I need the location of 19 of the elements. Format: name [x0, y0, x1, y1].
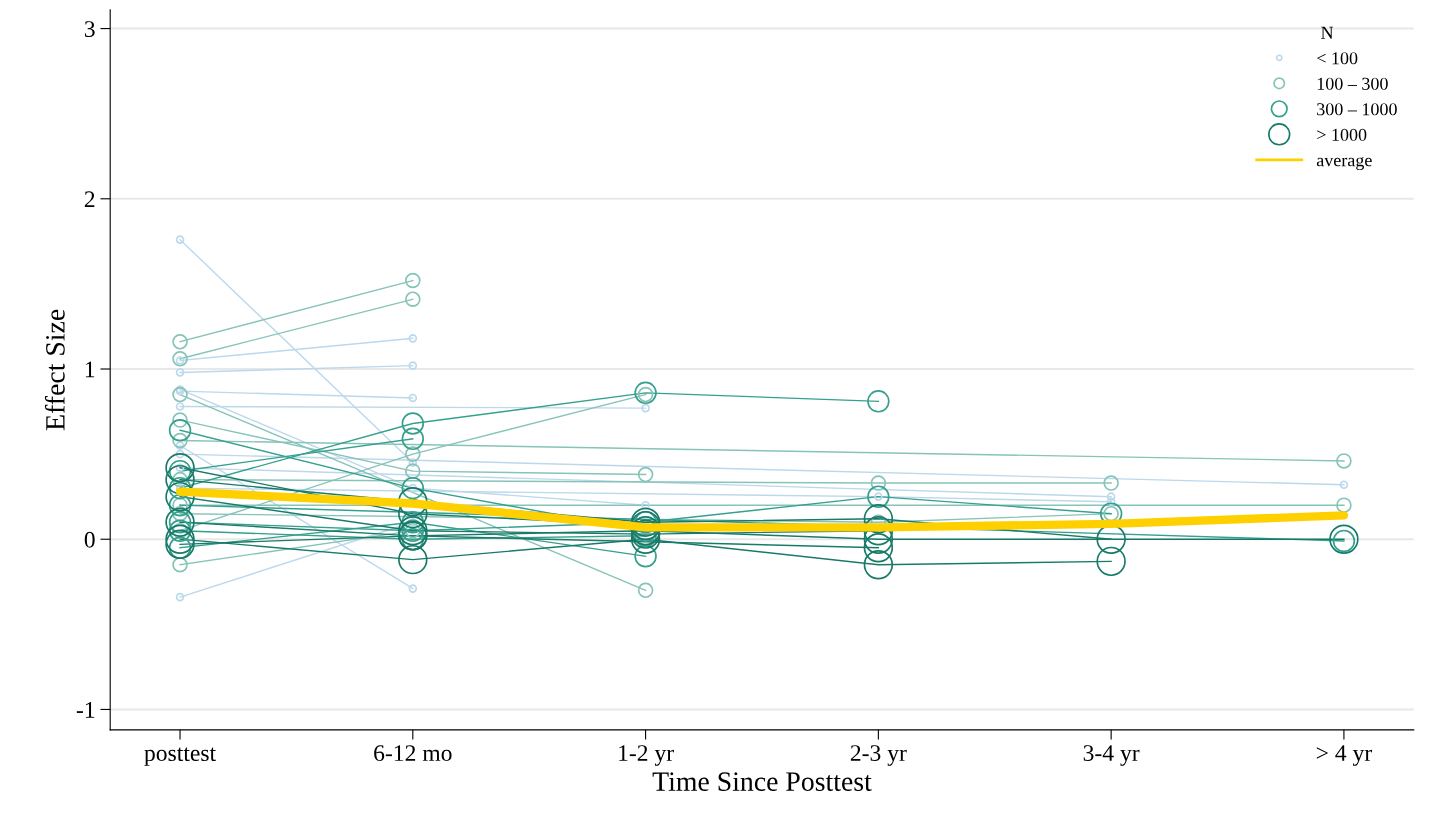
x-tick-label: 6-12 mo: [374, 745, 452, 762]
x-tick-label: 2-3 yr: [850, 745, 907, 766]
x-tick-label: 3-4 yr: [1083, 745, 1140, 766]
y-tick-label: 1: [85, 361, 95, 378]
legend-label: average: [1316, 156, 1372, 171]
y-axis-title: Effect Size: [44, 309, 65, 431]
legend-label: < 100: [1317, 52, 1358, 65]
legend-label: 300 – 1000: [1317, 103, 1397, 116]
legend-label: 100 – 300: [1317, 77, 1388, 90]
legend-title: N: [1321, 26, 1334, 39]
x-tick-label: 1-2 yr: [619, 745, 674, 766]
x-tick-label: posttest: [144, 747, 216, 766]
x-tick-label: > 4 yr: [1316, 745, 1373, 766]
y-tick-label: 0: [84, 531, 95, 548]
y-tick-label: 2: [84, 191, 95, 207]
y-tick-label: -1: [76, 702, 95, 718]
x-axis-title: Time Since Posttest: [652, 772, 872, 791]
legend-label: > 1000: [1317, 128, 1367, 141]
y-tick-label: 3: [84, 21, 95, 37]
